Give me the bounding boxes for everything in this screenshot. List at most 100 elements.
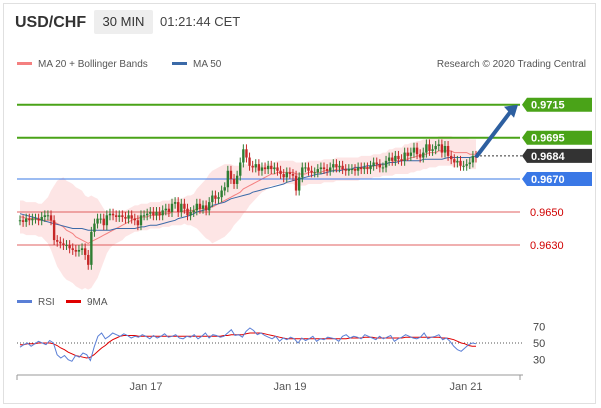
candle-body	[409, 152, 413, 156]
candle-body	[87, 254, 90, 265]
candle-body	[164, 208, 167, 211]
candle-body	[136, 220, 140, 226]
candle	[232, 174, 236, 189]
candle-body	[397, 155, 400, 160]
candle	[155, 207, 158, 221]
candle	[409, 147, 413, 161]
candle	[133, 213, 136, 226]
candle	[266, 160, 270, 175]
candle	[276, 162, 279, 176]
candle	[152, 207, 155, 221]
candle-body	[434, 145, 437, 150]
candle-body	[99, 218, 102, 220]
bollinger-band-area	[20, 136, 476, 290]
candle	[161, 205, 164, 221]
candle-body	[366, 167, 369, 170]
candle-body	[108, 213, 112, 216]
chart-header: USD/CHF 30 MIN 01:21:44 CET	[0, 0, 601, 42]
candle	[273, 162, 276, 175]
candle-body	[102, 218, 105, 226]
candle-body	[52, 220, 56, 241]
candle-body	[195, 203, 199, 211]
price-badge-label: 0.9695	[531, 133, 565, 145]
candle	[440, 139, 444, 158]
candle	[177, 197, 180, 217]
candle	[111, 208, 115, 221]
candle-body	[49, 215, 53, 221]
candle-body	[139, 215, 143, 226]
candle	[418, 149, 422, 163]
candle	[220, 185, 223, 203]
candle	[43, 210, 47, 222]
ma9-legend-swatch	[66, 300, 81, 303]
candle-body	[183, 203, 186, 209]
price-label: 0.9650	[530, 207, 564, 219]
candle-body	[273, 167, 276, 170]
candle	[301, 162, 304, 183]
candle-body	[456, 160, 459, 163]
candle	[195, 198, 199, 216]
candle-body	[83, 248, 87, 255]
candle	[130, 210, 133, 224]
candle	[242, 144, 245, 168]
candle-body	[34, 218, 37, 220]
candle-body	[239, 162, 242, 176]
candle-body	[235, 175, 239, 184]
candle-body	[471, 155, 475, 163]
research-credit: Research © 2020 Trading Central	[437, 59, 586, 70]
candle-body	[332, 164, 335, 168]
candle	[83, 243, 87, 260]
candle-body	[133, 218, 136, 221]
candle-body	[415, 147, 419, 155]
candle	[431, 144, 434, 156]
candle	[201, 200, 205, 214]
candle-body	[465, 164, 468, 166]
candle	[31, 213, 34, 226]
candle-body	[301, 167, 304, 178]
candle	[425, 139, 428, 158]
candle	[127, 210, 130, 224]
ma50-legend-label: MA 50	[193, 59, 222, 70]
timeframe-button[interactable]: 30 MIN	[94, 10, 153, 34]
candle	[108, 208, 112, 221]
candle-body	[372, 162, 375, 166]
candle-body	[142, 215, 146, 217]
candle-body	[18, 220, 22, 222]
candle	[211, 190, 214, 208]
candle	[384, 155, 388, 173]
candle	[462, 160, 465, 171]
candle	[223, 182, 226, 196]
candle-body	[428, 144, 431, 151]
candle-body	[28, 218, 31, 221]
candle	[77, 245, 81, 257]
candle	[310, 165, 313, 178]
candle	[118, 210, 121, 222]
rsi-line	[19, 327, 477, 362]
candle-body	[412, 147, 416, 153]
candle	[459, 155, 462, 171]
candle-body	[223, 187, 226, 191]
candle-body	[40, 216, 43, 221]
candle	[369, 160, 372, 175]
candle	[294, 170, 298, 196]
candle-body	[118, 215, 121, 217]
candle	[145, 208, 149, 221]
candle-body	[347, 169, 351, 171]
forecast-arrow-shaft	[475, 107, 514, 158]
candle	[332, 159, 335, 173]
candle-body	[276, 167, 279, 171]
candle-body	[68, 245, 71, 249]
candle-body	[260, 167, 264, 171]
price-badge-shape	[522, 148, 592, 163]
price-levels	[17, 103, 522, 246]
candle-body	[232, 179, 236, 184]
candle	[263, 162, 267, 175]
candle-body	[170, 203, 174, 213]
candle	[254, 159, 257, 173]
candle-body	[335, 164, 338, 168]
candle	[406, 147, 409, 161]
candle-body	[263, 167, 267, 170]
candle-body	[152, 212, 155, 216]
candle	[93, 218, 96, 237]
